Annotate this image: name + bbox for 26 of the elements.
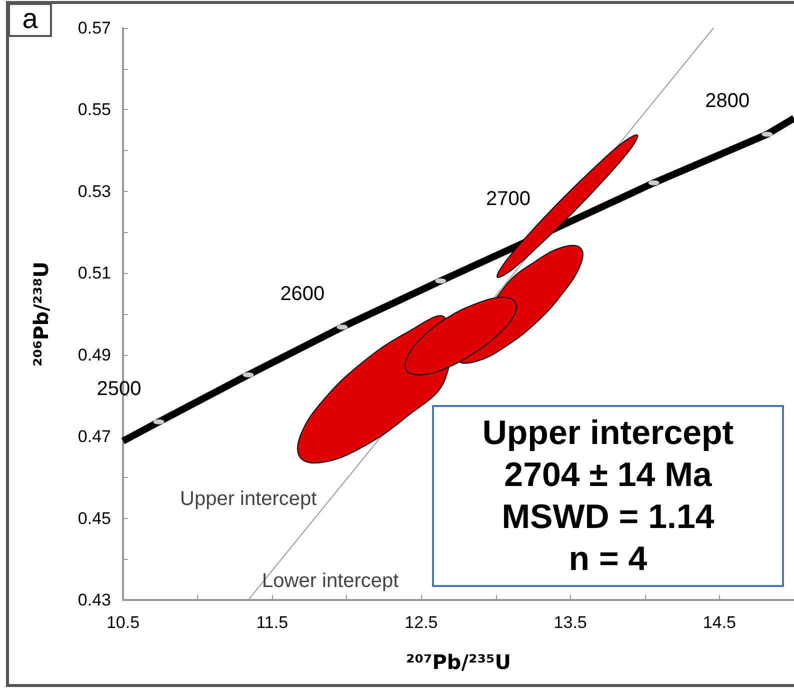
y-tick-label: 0.43 (78, 590, 111, 610)
y-tick-label: 0.57 (78, 18, 111, 38)
annotation: 2600 (280, 283, 325, 306)
x-tick-label: 10.5 (106, 613, 140, 632)
annotation: Upper intercept (482, 413, 734, 454)
y-tick-label: 0.47 (78, 427, 111, 446)
y-tick-label: 0.45 (78, 508, 111, 528)
annotation: 2500 (96, 378, 142, 401)
x-axis-title: ²⁰⁷Pb/²³⁵U (406, 650, 512, 674)
y-tick-label: 0.51 (78, 264, 111, 283)
text: a (8, 3, 52, 37)
annotation: 2700 (486, 188, 530, 211)
x-tick-label: 13.5 (554, 613, 587, 632)
annotation: n = 4 (568, 539, 648, 580)
annotation: MSWD = 1.14 (502, 497, 714, 538)
y-tick-label: 0.55 (78, 100, 111, 120)
x-tick-label: 12.5 (404, 613, 438, 632)
annotation: Upper intercept (180, 488, 317, 511)
x-tick-label: 14.5 (702, 613, 736, 632)
annotation: 2800 (705, 90, 750, 114)
y-tick-label: 0.49 (78, 345, 111, 364)
y-axis-title: ²⁰⁶Pb/²³⁸U (29, 261, 53, 367)
y-tick-label: 0.53 (78, 182, 111, 201)
annotation: Lower intercept (262, 570, 399, 593)
x-tick-label: 11.5 (256, 613, 288, 632)
annotation: 2704 ± 14 Ma (504, 455, 712, 496)
